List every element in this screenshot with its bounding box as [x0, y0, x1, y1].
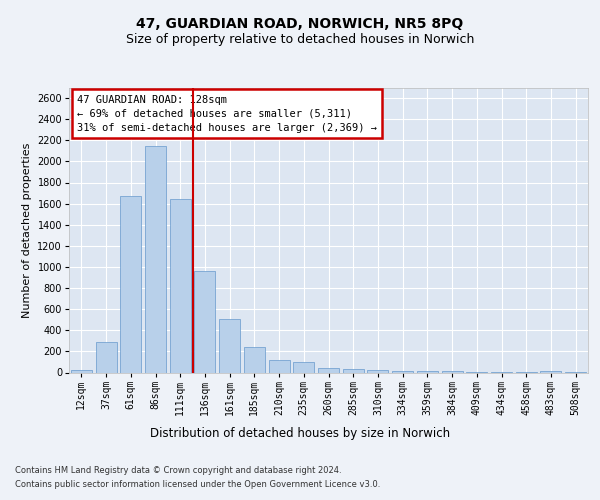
Bar — [71, 370, 92, 372]
Bar — [95, 342, 116, 372]
Bar — [293, 362, 314, 372]
Bar — [244, 346, 265, 372]
Bar — [120, 196, 141, 372]
Text: Contains HM Land Registry data © Crown copyright and database right 2024.: Contains HM Land Registry data © Crown c… — [15, 466, 341, 475]
Bar — [367, 370, 388, 372]
Bar — [392, 371, 413, 372]
Text: 47 GUARDIAN ROAD: 128sqm
← 69% of detached houses are smaller (5,311)
31% of sem: 47 GUARDIAN ROAD: 128sqm ← 69% of detach… — [77, 94, 377, 132]
Text: Contains public sector information licensed under the Open Government Licence v3: Contains public sector information licen… — [15, 480, 380, 489]
Bar — [219, 318, 240, 372]
Y-axis label: Number of detached properties: Number of detached properties — [22, 142, 32, 318]
Bar — [269, 360, 290, 372]
Text: Distribution of detached houses by size in Norwich: Distribution of detached houses by size … — [150, 428, 450, 440]
Text: Size of property relative to detached houses in Norwich: Size of property relative to detached ho… — [126, 32, 474, 46]
Bar — [343, 370, 364, 372]
Text: 47, GUARDIAN ROAD, NORWICH, NR5 8PQ: 47, GUARDIAN ROAD, NORWICH, NR5 8PQ — [136, 18, 464, 32]
Bar — [318, 368, 339, 372]
Bar — [145, 146, 166, 372]
Bar — [194, 271, 215, 372]
Bar — [170, 200, 191, 372]
